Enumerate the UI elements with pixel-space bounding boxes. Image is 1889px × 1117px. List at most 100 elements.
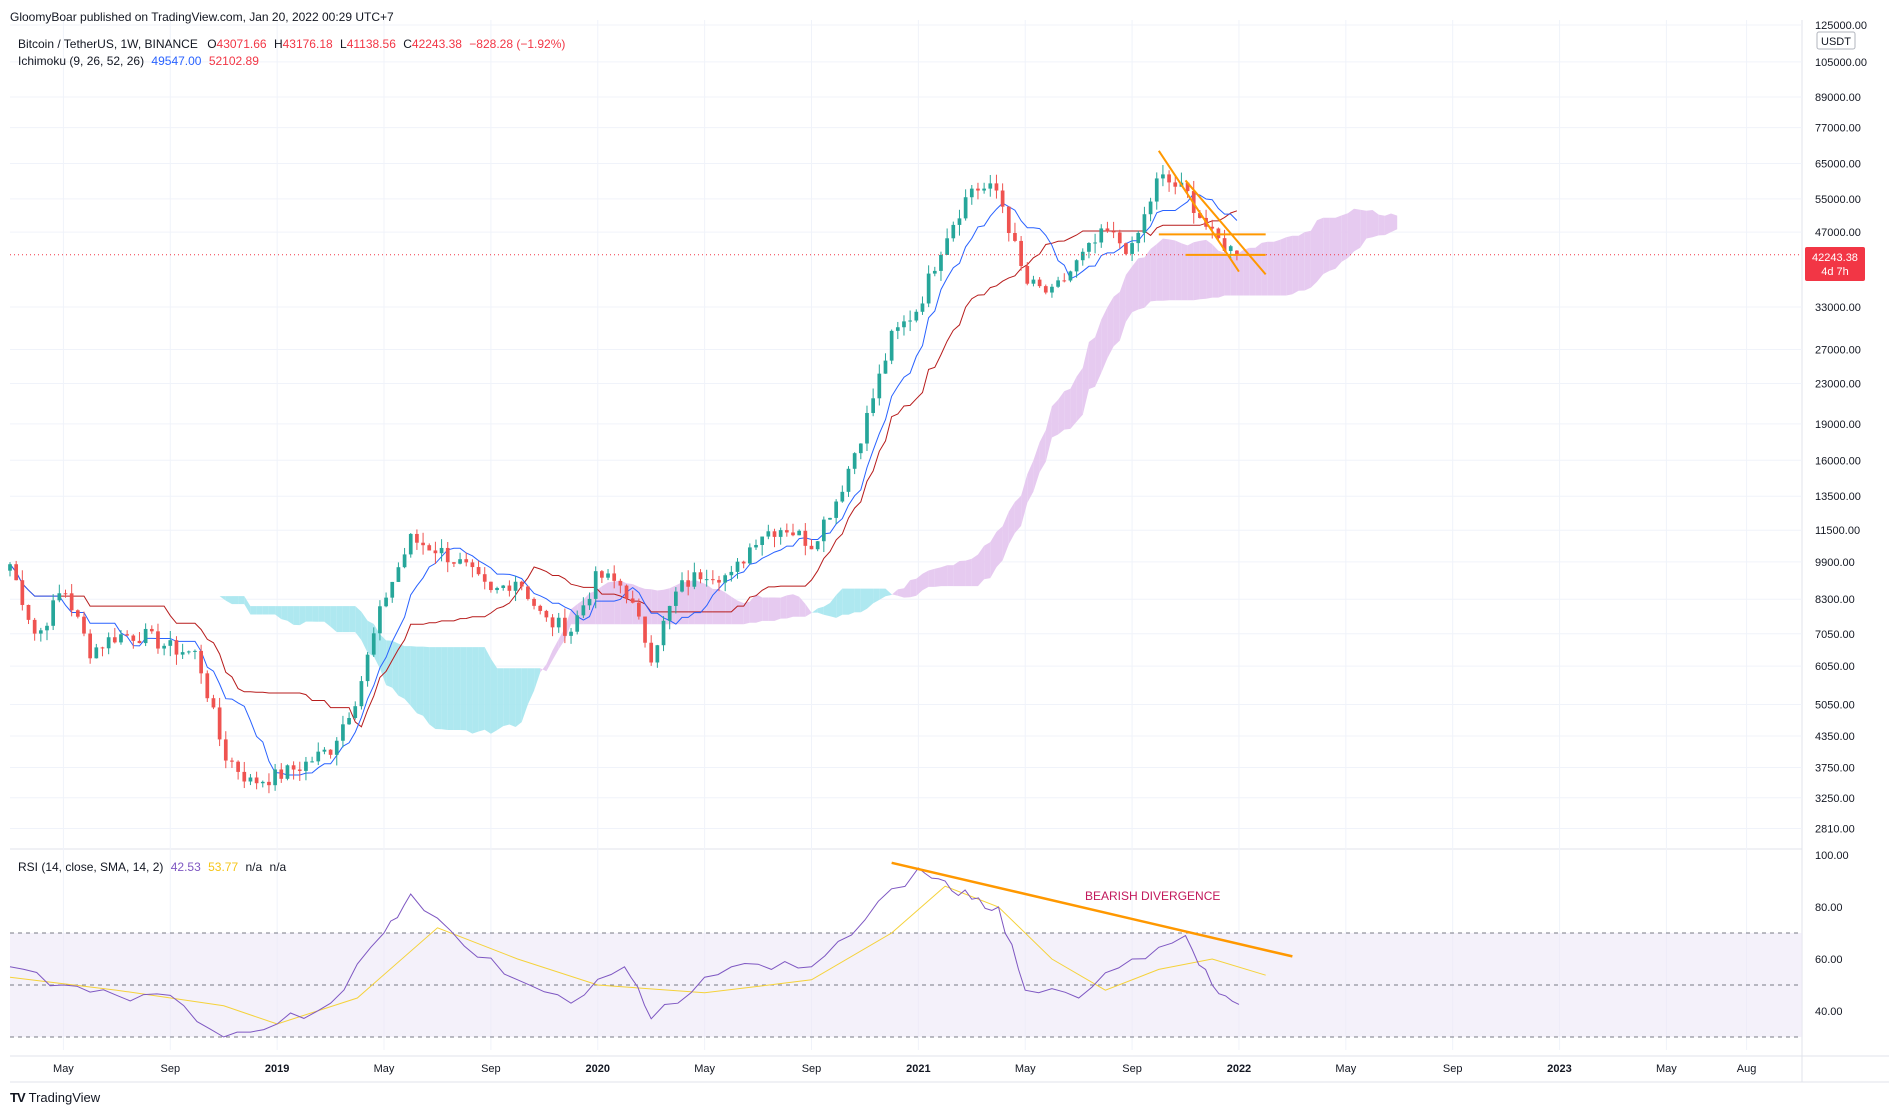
cloud-segment [854,588,861,613]
cloud-segment [793,594,800,617]
candle-body [914,311,919,321]
low-label: L [340,37,347,51]
candle-body [939,254,943,271]
open-value: 43071.66 [216,37,267,51]
cloud-segment [848,588,855,615]
candle-body [1050,286,1054,293]
candle-body [489,581,493,591]
currency-badge[interactable] [1816,31,1856,50]
candle-body [205,673,210,699]
cloud-segment [324,606,331,627]
rsi-legend[interactable]: RSI (14, close, SMA, 14, 2) 42.53 53.77 … [18,860,286,874]
cloud-segment [1298,232,1305,291]
price-tick-label: 13500.00 [1815,491,1861,503]
candle-body [359,681,364,707]
cloud-segment [1218,250,1225,298]
price-tick-label: 9900.00 [1815,557,1855,569]
candle-body [1105,228,1110,232]
cloud-segment [1255,242,1262,296]
candle-body [723,575,728,583]
candle-body [1031,279,1036,284]
publish-info: GloomyBoar published on TradingView.com,… [10,10,394,24]
cloud-segment [250,606,257,615]
candle-body [519,581,524,587]
time-tick-label: 2019 [265,1063,289,1075]
candle-body [1087,243,1091,252]
cloud-segment [984,542,991,580]
candle-body [297,769,302,771]
candle-body [470,562,475,568]
cloud-segment [435,647,442,730]
candle-body [575,615,580,632]
candle-body [168,640,173,646]
candle-body [1093,242,1097,244]
candle-body [784,530,789,533]
cloud-segment [1372,210,1379,238]
price-tick-label: 2810.00 [1815,824,1855,836]
candle-body [1000,190,1005,207]
candle-body [809,545,814,550]
cloud-segment [749,594,756,623]
rsi-value-4: n/a [269,860,287,874]
cloud-segment [398,643,405,699]
trend-drawings [1157,150,1267,276]
candle-body [1025,265,1030,284]
candle-body [957,218,962,225]
tradingview-brand[interactable]: TV TradingView [10,1090,100,1105]
cloud-segment [947,565,954,587]
symbol-legend[interactable]: Bitcoin / TetherUS, 1W, BINANCE O43071.6… [18,37,565,51]
cloud-segment [1360,209,1367,248]
cloud-segment [651,589,658,625]
candle-body [353,706,358,718]
candle-body [45,625,49,631]
cloud-segment [706,584,713,625]
candle-body [618,580,623,586]
candle-body [889,330,894,361]
ichimoku-legend[interactable]: Ichimoku (9, 26, 52, 26) 49547.00 52102.… [18,54,259,68]
candle-body [871,398,875,413]
high-value: 43176.18 [282,37,333,51]
candle-body [926,273,931,304]
candle-body [75,610,80,617]
candle-body [852,453,857,469]
candle-body [285,765,290,779]
cloud-segment [503,668,510,727]
cloud-segment [965,558,972,587]
cloud-segment [1366,210,1373,239]
cloud-segment [478,647,485,732]
candle-body [501,585,506,588]
candle-body [655,645,660,663]
candle-body [1161,174,1165,179]
price-tick-label: 105000.00 [1815,57,1867,69]
cloud-segment [971,554,978,587]
cloud-segment [719,589,726,625]
price-tick-label: 23000.00 [1815,378,1861,390]
falling-trendline-lower [1184,179,1267,276]
rsi-value: 42.53 [170,860,201,874]
rsi-label: RSI (14, close, SMA, 14, 2) [18,860,164,874]
cloud-segment [1058,391,1065,435]
cloud-segment [349,606,356,633]
candle-body [1006,206,1011,234]
cloud-segment [1107,296,1114,359]
cloud-segment [879,588,886,600]
cloud-segment [287,606,294,625]
cloud-segment [731,596,738,625]
cloud-segment [225,596,232,605]
cloud-segment [521,668,528,723]
candle-body [8,564,12,571]
candle-body [569,631,573,636]
cloud-segment [1162,238,1170,301]
price-tick-label: 6050.00 [1815,661,1855,673]
low-value: 41138.56 [346,37,396,51]
cloud-segment [996,526,1003,568]
cloud-segment [1156,238,1163,301]
candle-body [865,412,869,444]
candle-body [686,580,691,587]
cloud-segment [737,600,744,625]
cloud-segment [238,596,245,605]
candle-body [384,597,388,607]
cloud-segment [1150,244,1157,302]
candle-body [772,531,777,537]
